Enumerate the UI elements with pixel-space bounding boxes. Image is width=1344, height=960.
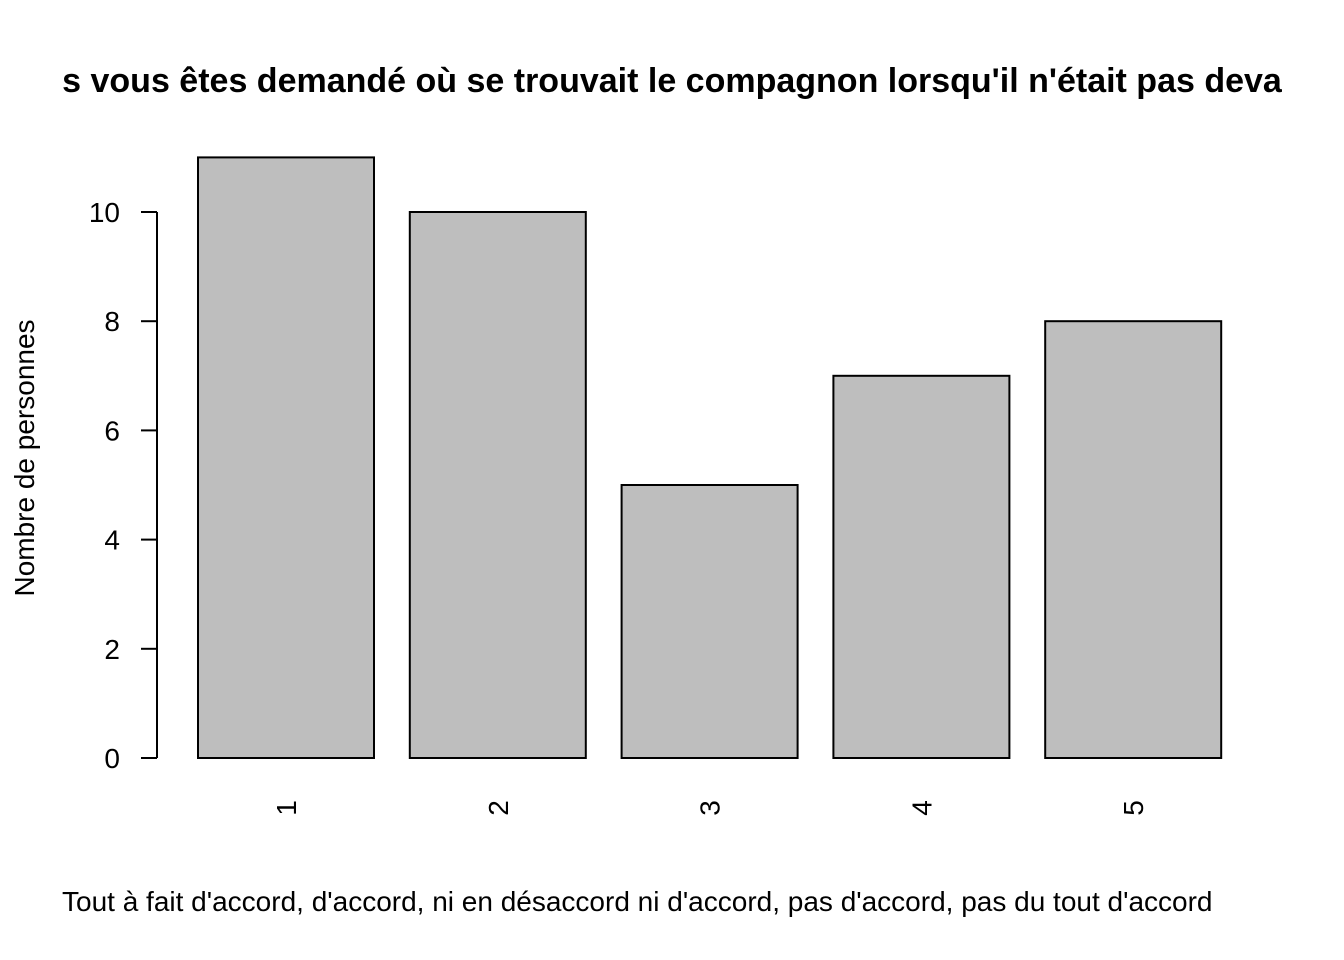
x-tick-label: 4 — [906, 800, 937, 816]
x-axis-label: Tout à fait d'accord, d'accord, ni en dé… — [62, 886, 1213, 917]
bar-2 — [408, 211, 587, 759]
chart-title: s vous êtes demandé où se trouvait le co… — [62, 62, 1283, 100]
y-tick-label: 0 — [104, 743, 120, 774]
y-tick-label: 4 — [104, 525, 120, 556]
y-tick-label: 2 — [104, 634, 120, 665]
bar-3 — [620, 484, 799, 759]
x-tick-labels: 1 2 3 4 5 — [271, 800, 1149, 816]
y-axis-label: Nombre de personnes — [9, 319, 40, 596]
bar-4 — [832, 374, 1011, 759]
y-tick-label: 10 — [89, 197, 120, 228]
y-tick-label: 8 — [104, 306, 120, 337]
x-tick-label: 2 — [483, 800, 514, 816]
y-axis: 0 2 4 6 8 10 — [89, 197, 158, 774]
x-tick-label: 3 — [695, 800, 726, 816]
bars-group — [197, 156, 1223, 759]
x-tick-label: 5 — [1118, 800, 1149, 816]
bar-5 — [1044, 320, 1223, 759]
y-tick-label: 6 — [104, 415, 120, 446]
bar-1 — [197, 156, 375, 759]
x-tick-label: 1 — [271, 800, 302, 816]
